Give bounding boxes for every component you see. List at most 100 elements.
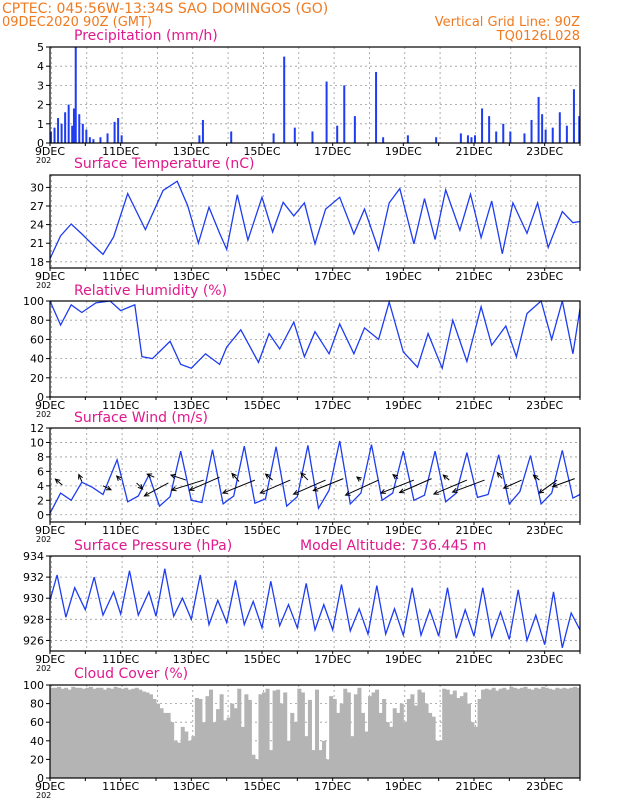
y-tick-label: 40 bbox=[30, 353, 44, 366]
wind-arrowhead bbox=[300, 472, 306, 478]
wind-arrowhead bbox=[170, 486, 177, 492]
y-tick-label: 2 bbox=[37, 99, 44, 112]
y-tick-label: 30 bbox=[30, 181, 44, 194]
wind-arrow bbox=[503, 479, 522, 489]
wind-arrow bbox=[380, 479, 415, 494]
wind-arrowhead bbox=[78, 473, 83, 480]
cloud-bar bbox=[456, 698, 461, 778]
y-tick-label: 928 bbox=[23, 613, 44, 626]
precip-bar bbox=[406, 135, 409, 143]
cloud-bar bbox=[226, 717, 231, 778]
cloud-bar bbox=[435, 740, 440, 778]
wind-arrow bbox=[552, 478, 575, 488]
cloud-bar bbox=[194, 698, 199, 778]
precip-bar bbox=[201, 119, 204, 143]
cloud-bar bbox=[481, 689, 486, 778]
cloud-bar bbox=[201, 722, 206, 778]
wind-arrow bbox=[452, 479, 485, 493]
y-tick-label: 10 bbox=[30, 436, 44, 449]
cloud-bar bbox=[237, 688, 242, 778]
wind-arrowhead bbox=[355, 476, 362, 482]
panel-title: Surface Wind (m/s) bbox=[74, 410, 208, 426]
cloud-bar bbox=[85, 687, 90, 778]
cloud-bar bbox=[519, 687, 524, 778]
wind-arrow bbox=[170, 474, 187, 481]
precip-bar bbox=[353, 116, 356, 143]
year-fragment: 202 bbox=[36, 156, 51, 165]
cloud-bar bbox=[262, 692, 267, 778]
wind-arrowhead bbox=[143, 491, 150, 497]
cloud-bar bbox=[530, 689, 535, 778]
x-tick-label: 9DEC bbox=[35, 780, 65, 793]
wind-arrowhead bbox=[344, 490, 351, 496]
wind-arrow bbox=[231, 473, 240, 482]
x-tick-label: 11DEC bbox=[102, 524, 139, 537]
series-line bbox=[49, 180, 581, 259]
precip-bar bbox=[495, 131, 498, 143]
cloud-bar bbox=[329, 696, 334, 778]
cloud-bar bbox=[509, 686, 514, 778]
wind-arrow bbox=[345, 479, 379, 496]
cloud-bar bbox=[216, 709, 221, 778]
cloud-bar bbox=[364, 731, 369, 778]
x-tick-label: 17DEC bbox=[314, 780, 351, 793]
x-tick-label: 15DEC bbox=[243, 270, 280, 283]
cloud-bar bbox=[322, 740, 327, 778]
wind-arrow bbox=[442, 474, 450, 481]
y-tick-label: 0 bbox=[37, 137, 44, 150]
cloud-bar bbox=[156, 703, 161, 778]
cloud-bar bbox=[403, 722, 408, 778]
cloud-bar bbox=[81, 688, 86, 778]
year-fragment: 202 bbox=[36, 410, 51, 419]
cloud-bar bbox=[534, 687, 539, 778]
cloud-bar bbox=[488, 689, 493, 778]
cloud-bar bbox=[336, 712, 341, 778]
cloud-bar bbox=[495, 690, 500, 778]
cloud-bar bbox=[459, 696, 464, 778]
x-tick-label: 17DEC bbox=[314, 653, 351, 666]
cloud-bar bbox=[413, 705, 418, 778]
precip-bar bbox=[474, 135, 476, 143]
precip-bar bbox=[64, 112, 67, 143]
cloud-bar bbox=[219, 694, 224, 778]
cloud-bar bbox=[173, 740, 178, 778]
precip-bar bbox=[120, 135, 123, 143]
cloud-bar bbox=[177, 742, 182, 778]
x-tick-label: 17DEC bbox=[314, 399, 351, 412]
precip-bar bbox=[293, 127, 296, 143]
y-tick-label: 0 bbox=[37, 772, 44, 785]
y-tick-label: 926 bbox=[23, 634, 44, 647]
x-tick-label: 11DEC bbox=[102, 399, 139, 412]
panel-frame bbox=[49, 684, 581, 779]
precip-bar bbox=[509, 131, 512, 143]
cloud-bar bbox=[544, 687, 549, 778]
x-tick-label: 11DEC bbox=[102, 653, 139, 666]
x-tick-label: 17DEC bbox=[314, 270, 351, 283]
cloud-bar bbox=[117, 687, 122, 778]
cloud-bar bbox=[67, 689, 72, 778]
cloud-bar bbox=[286, 740, 291, 778]
x-tick-label: 9DEC bbox=[35, 145, 65, 158]
wind-arrowhead bbox=[442, 474, 449, 480]
cloud-bar bbox=[269, 750, 274, 778]
precip-bar bbox=[67, 104, 70, 143]
precip-bar bbox=[551, 127, 554, 143]
wind-arrowhead bbox=[432, 489, 439, 495]
cloud-bar bbox=[127, 689, 132, 778]
header-model-code: TQ0126L028 bbox=[496, 29, 580, 44]
wind-arrowhead bbox=[115, 475, 122, 481]
cloud-bar bbox=[339, 703, 344, 778]
wind-arrowhead bbox=[379, 489, 386, 494]
cloud-bar bbox=[244, 694, 249, 778]
precip-bar bbox=[382, 137, 385, 143]
wind-arrow bbox=[222, 479, 256, 494]
x-tick-label: 19DEC bbox=[385, 270, 422, 283]
x-tick-label: 23DEC bbox=[526, 524, 563, 537]
cloud-bar bbox=[431, 716, 436, 778]
wind-arrowhead bbox=[532, 474, 539, 480]
cloud-bar bbox=[198, 698, 203, 778]
cloud-bar bbox=[421, 692, 426, 778]
cloud-bar bbox=[477, 698, 482, 778]
cloud-bar bbox=[71, 686, 76, 778]
y-tick-label: 60 bbox=[30, 716, 44, 729]
